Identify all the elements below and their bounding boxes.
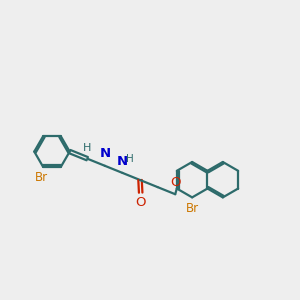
Text: H: H — [125, 154, 133, 164]
Text: Br: Br — [35, 171, 48, 184]
Text: N: N — [100, 147, 111, 161]
Text: O: O — [170, 176, 181, 189]
Text: O: O — [135, 196, 146, 209]
Text: H: H — [83, 143, 92, 153]
Text: N: N — [117, 154, 128, 167]
Text: Br: Br — [186, 202, 199, 215]
